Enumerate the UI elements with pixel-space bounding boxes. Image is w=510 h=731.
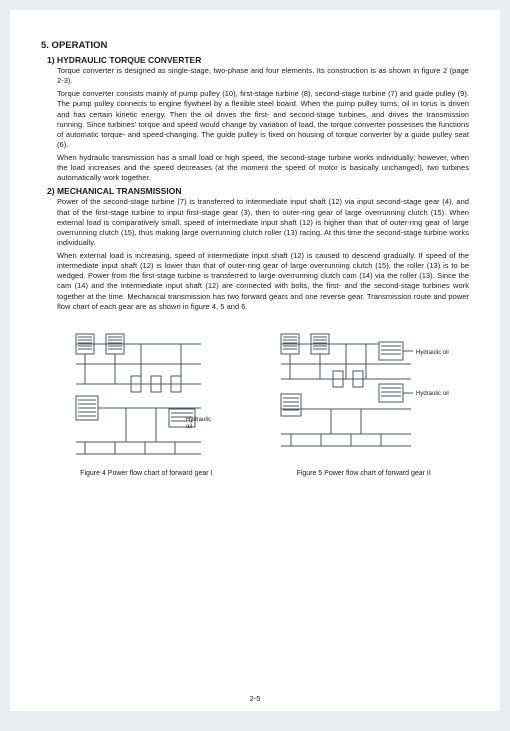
figure-5-diagram: Hydraulic oil Hydraulic oil bbox=[261, 324, 466, 464]
figure-4-caption: Figure 4 Power flow chart of forward gea… bbox=[80, 470, 212, 477]
figure-4-diagram: Hydraulicoil bbox=[51, 324, 241, 464]
figure-5-caption: Figure 5 Power flow chart of forward gea… bbox=[297, 470, 431, 477]
section-title: 5. OPERATION bbox=[41, 40, 469, 51]
paragraph: Power of the second-stage turbine (7) is… bbox=[57, 197, 469, 248]
page-number: 2-5 bbox=[10, 694, 500, 703]
subsection-2-heading: MECHANICAL TRANSMISSION bbox=[57, 186, 182, 196]
subsection-2-num: 2) bbox=[47, 186, 57, 196]
subsection-1-num: 1) bbox=[47, 55, 57, 65]
subsection-1-heading: HYDRAULIC TORQUE CONVERTER bbox=[57, 55, 201, 65]
paragraph: When hydraulic transmission has a small … bbox=[57, 153, 469, 183]
subsection-2-title: 2)MECHANICAL TRANSMISSION bbox=[47, 186, 469, 196]
page: 5. OPERATION 1)HYDRAULIC TORQUE CONVERTE… bbox=[10, 10, 500, 711]
figure-5-label-2: Hydraulic oil bbox=[416, 391, 449, 397]
figures-row: Hydraulicoil Figure 4 Power flow chart o… bbox=[41, 324, 469, 477]
paragraph: When external load is increasing, speed … bbox=[57, 251, 469, 312]
figure-4-label-leader: Hydraulicoil bbox=[186, 417, 211, 430]
figure-4: Hydraulicoil Figure 4 Power flow chart o… bbox=[46, 324, 247, 477]
subsection-1-title: 1)HYDRAULIC TORQUE CONVERTER bbox=[47, 55, 469, 65]
figure-5-label-1: Hydraulic oil bbox=[416, 350, 449, 356]
paragraph: Torque converter consists mainly of pump… bbox=[57, 89, 469, 150]
figure-5: Hydraulic oil Hydraulic oil Figure 5 Pow… bbox=[263, 324, 464, 477]
paragraph: Torque converter is designed as single-s… bbox=[57, 66, 469, 86]
